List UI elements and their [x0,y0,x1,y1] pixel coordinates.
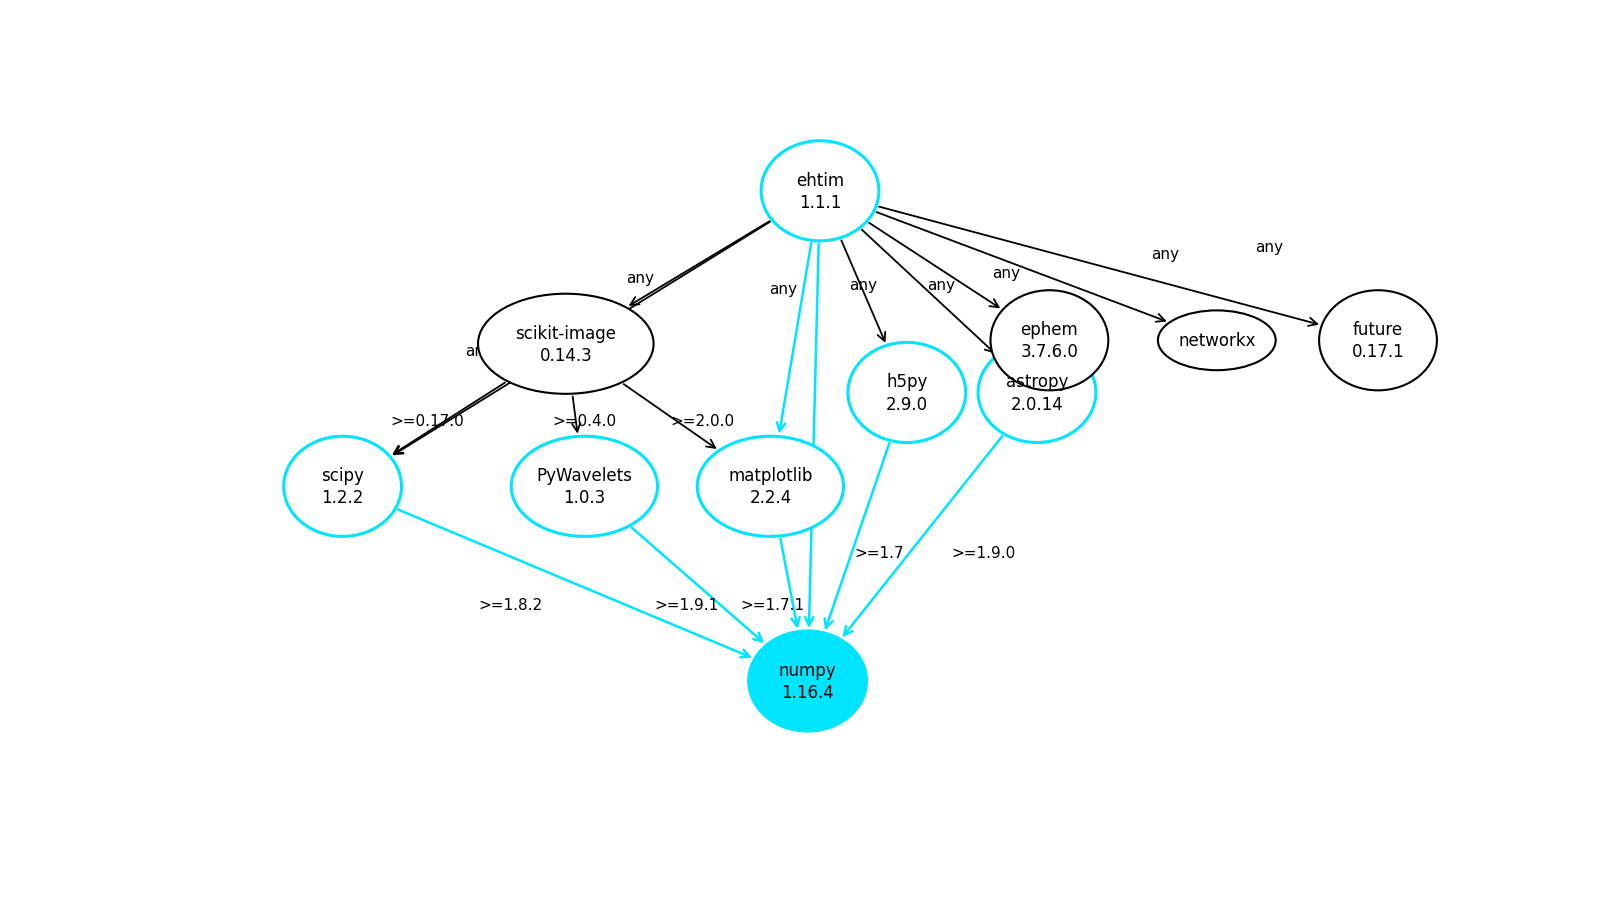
Text: >=2.0.0: >=2.0.0 [670,413,734,428]
Text: any: any [466,344,493,359]
Text: any: any [768,281,797,297]
Text: networkx: networkx [1178,332,1256,350]
Ellipse shape [978,343,1096,443]
Text: any: any [626,271,654,286]
Text: any: any [928,278,955,293]
Ellipse shape [1318,291,1437,391]
Text: >=1.7.1: >=1.7.1 [741,597,805,612]
Ellipse shape [478,294,653,394]
Text: future
0.17.1: future 0.17.1 [1352,321,1405,361]
Ellipse shape [749,631,867,732]
Ellipse shape [762,142,878,242]
Ellipse shape [698,437,843,537]
Text: any: any [992,266,1021,281]
Ellipse shape [512,437,658,537]
Text: astropy
2.0.14: astropy 2.0.14 [1006,373,1069,413]
Text: matplotlib
2.2.4: matplotlib 2.2.4 [728,466,813,507]
Text: ehtim
1.1.1: ehtim 1.1.1 [795,171,845,212]
Ellipse shape [283,437,402,537]
Text: any: any [850,278,877,293]
Text: >=1.7: >=1.7 [854,545,904,560]
Ellipse shape [990,291,1109,391]
Text: scipy
1.2.2: scipy 1.2.2 [322,466,365,507]
Text: any: any [1254,240,1283,254]
Text: any: any [1150,246,1179,262]
Ellipse shape [1158,311,1275,371]
Text: numpy
1.16.4: numpy 1.16.4 [779,661,837,702]
Text: h5py
2.9.0: h5py 2.9.0 [886,373,928,413]
Text: >=1.8.2: >=1.8.2 [478,597,542,612]
Text: ephem
3.7.6.0: ephem 3.7.6.0 [1021,321,1078,361]
Text: >=1.9.1: >=1.9.1 [654,597,718,612]
Text: >=1.9.0: >=1.9.0 [952,545,1016,560]
Ellipse shape [848,343,966,443]
Text: scikit-image
0.14.3: scikit-image 0.14.3 [515,325,616,364]
Text: PyWavelets
1.0.3: PyWavelets 1.0.3 [536,466,632,507]
Text: >=0.17.0: >=0.17.0 [390,413,464,428]
Text: >=0.4.0: >=0.4.0 [552,413,616,428]
